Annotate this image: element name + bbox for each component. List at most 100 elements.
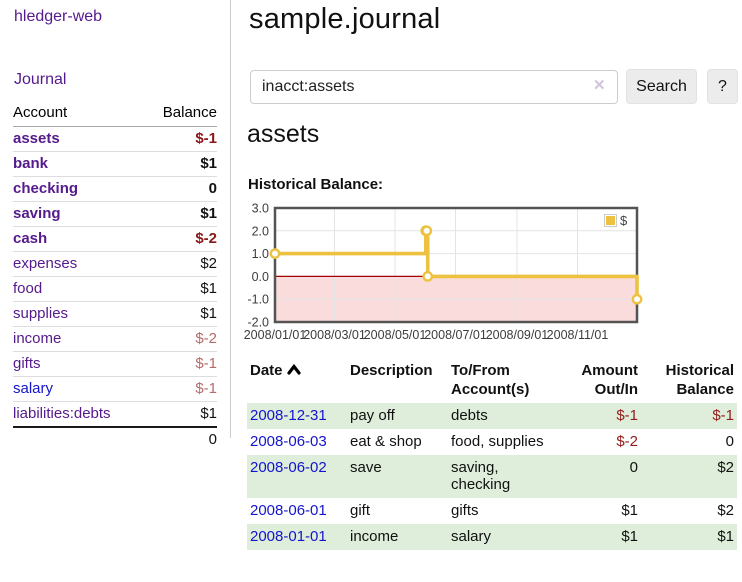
register-transaction-row: 2008-12-31 pay off debts $-1 $-1 [247, 403, 737, 429]
account-page-title: assets [247, 120, 320, 148]
sidebar-account-link[interactable]: cash [13, 230, 48, 247]
help-button[interactable]: ? [707, 69, 738, 104]
chart-legend: $ [604, 213, 627, 228]
register-table: Date Description To/From Account(s) Amou… [247, 358, 737, 550]
sidebar-account-link[interactable]: assets [13, 130, 60, 147]
sidebar-account-link[interactable]: expenses [13, 255, 78, 272]
register-accounts: saving, checking [451, 459, 511, 493]
register-transaction-row: 2008-06-01 gift gifts $1 $2 [247, 498, 737, 524]
account-balance: $1 [144, 276, 217, 302]
register-balance: $2 [717, 459, 734, 476]
register-description: pay off [350, 407, 395, 424]
balance-chart-svg: 3.0 2.0 1.0 0.0 -1.0 -2.02008/01/012008/03/01… [244, 202, 643, 342]
chart-y-tick-label: 2.0 [252, 224, 269, 238]
date-column-header[interactable]: Date [247, 358, 347, 403]
chart-y-tick-label: 3.0 [252, 202, 269, 216]
balance-column-header: Balance [144, 101, 217, 127]
sidebar-account-row: saving $1 [13, 201, 217, 227]
register-transaction-row: 2008-01-01 income salary $1 $1 [247, 524, 737, 550]
description-column-header: Description [350, 362, 433, 379]
account-balance: $-2 [144, 226, 217, 252]
sidebar-account-row: assets $-1 [13, 126, 217, 152]
chart-point [421, 225, 433, 237]
accounts-table: Account Balance assets $-1 bank $1 checking 0… [13, 101, 217, 452]
app-title-link[interactable]: hledger-web [14, 8, 103, 25]
journal-link[interactable]: Journal [14, 71, 67, 88]
historical-balance-label: Historical Balance: [248, 176, 384, 193]
account-name-cell: cash [13, 226, 145, 252]
register-balance: 0 [725, 433, 734, 450]
chart-x-tick-label: 2008/03/01 [303, 328, 366, 342]
accounts-total-value: 0 [144, 426, 217, 452]
account-balance: $-2 [144, 326, 217, 352]
account-name-cell: salary [13, 376, 145, 402]
search-button[interactable]: Search [626, 69, 697, 104]
chart-point [631, 293, 643, 305]
register-description: gift [350, 502, 371, 519]
register-date-link[interactable]: 2008-06-01 [250, 502, 327, 519]
account-balance: $1 [144, 401, 217, 428]
account-balance: 0 [144, 176, 217, 202]
sidebar-account-row: expenses $2 [13, 251, 217, 277]
sidebar-account-link[interactable]: salary [13, 380, 54, 397]
sidebar-account-row: income $-2 [13, 326, 217, 352]
register-description: save [350, 459, 382, 476]
search-input[interactable] [250, 70, 618, 104]
register-amount: $-1 [616, 407, 638, 424]
chart-point [422, 271, 434, 282]
sidebar-account-row: checking 0 [13, 176, 217, 202]
register-balance: $-1 [712, 407, 734, 424]
chart-y-tick-label: -1.0 [247, 293, 269, 307]
chart-point [269, 248, 281, 259]
account-balance: $1 [144, 151, 217, 177]
accounts-total-spacer [13, 426, 145, 452]
sidebar-account-link[interactable]: bank [13, 155, 49, 172]
register-amount: $1 [621, 502, 638, 519]
sidebar-account-row: supplies $1 [13, 301, 217, 327]
sidebar-account-link[interactable]: supplies [13, 305, 69, 322]
sidebar-account-link[interactable]: saving [13, 205, 61, 222]
register-date-link[interactable]: 2008-01-01 [250, 528, 327, 545]
register-description: eat & shop [350, 433, 422, 450]
sidebar-account-row: gifts $-1 [13, 351, 217, 377]
date-header-label: Date [250, 362, 283, 379]
sidebar-account-link[interactable]: gifts [13, 355, 41, 372]
sidebar: hledger-web Journal Account Balance asse… [0, 0, 231, 452]
register-balance: $1 [717, 528, 734, 545]
account-name-cell: food [13, 276, 145, 302]
legend-series-swatch-icon [604, 214, 617, 227]
register-date-link[interactable]: 2008-12-31 [250, 407, 327, 424]
register-amount: $-2 [616, 433, 638, 450]
chart-y-tick-label: 1.0 [252, 247, 269, 261]
legend-series-label: $ [620, 213, 628, 228]
chart-x-tick-label: 2008/05/01 [364, 328, 427, 342]
sidebar-account-link[interactable]: food [13, 280, 43, 297]
account-name-cell: checking [13, 176, 145, 202]
clear-search-icon[interactable]: ✕ [593, 77, 606, 94]
register-accounts: gifts [451, 502, 479, 519]
register-amount: $1 [621, 528, 638, 545]
register-date-cell: 2008-01-01 [247, 524, 347, 550]
balance-column-header-register: Historical Balance [665, 362, 734, 398]
account-balance: $-1 [144, 376, 217, 402]
historical-balance-chart[interactable]: 3.0 2.0 1.0 0.0 -1.0 -2.0 2008/01/01 2008/03/01… [244, 199, 645, 349]
sidebar-account-row: cash $-2 [13, 226, 217, 252]
account-name-cell: liabilities:debts [13, 401, 145, 428]
register-date-link[interactable]: 2008-06-02 [250, 459, 327, 476]
accounts-total-row: 0 [13, 426, 217, 452]
sidebar-account-row: food $1 [13, 276, 217, 302]
chart-x-tick-label: 2008/09/01 [486, 328, 549, 342]
register-accounts: salary [451, 528, 492, 545]
amount-column-header: Amount Out/In [581, 362, 638, 398]
sidebar-account-link[interactable]: checking [13, 180, 79, 197]
register-transaction-row: 2008-06-02 save saving, checking 0 $2 [247, 455, 737, 498]
register-date-cell: 2008-06-01 [247, 498, 347, 524]
sidebar-account-link[interactable]: income [13, 330, 62, 347]
page-title: sample.journal [249, 3, 441, 35]
account-balance: $-1 [144, 351, 217, 377]
account-name-cell: bank [13, 151, 145, 177]
sidebar-account-link[interactable]: liabilities:debts [13, 405, 111, 422]
chart-border [273, 206, 639, 324]
register-date-cell: 2008-12-31 [247, 403, 347, 429]
register-date-link[interactable]: 2008-06-03 [250, 433, 327, 450]
